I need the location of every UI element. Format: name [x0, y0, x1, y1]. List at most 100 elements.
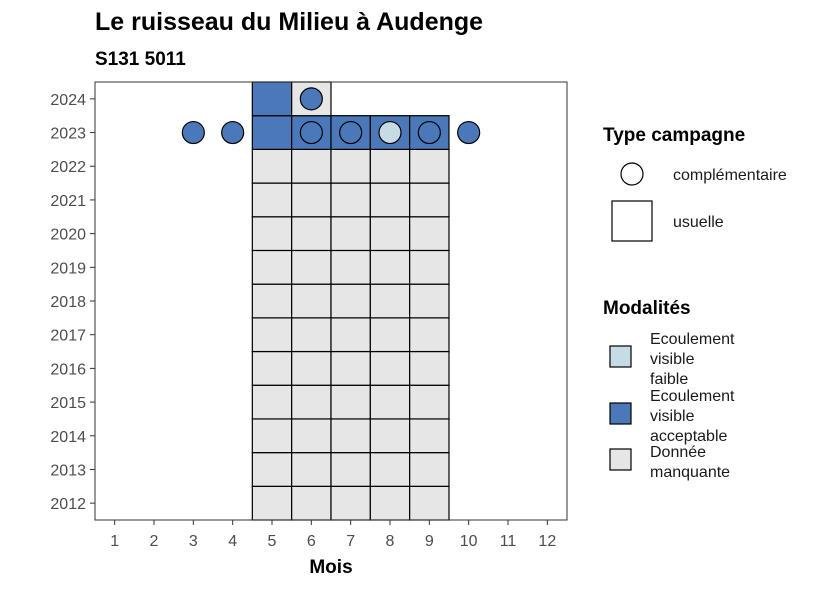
usuelle-cell — [369, 485, 411, 521]
usuelle-cell — [369, 384, 411, 420]
x-tick-label: 1 — [110, 533, 119, 550]
complementaire-point — [181, 120, 205, 145]
legend-label-acceptable: Ecoulement visible acceptable — [650, 388, 735, 445]
y-tick-label: 2015 — [50, 395, 86, 412]
usuelle-cell — [291, 418, 332, 454]
usuelle-cell — [251, 283, 293, 319]
legend-type-campagne: Type campagne complémentaire usuelle — [603, 125, 787, 242]
usuelle-cell — [409, 418, 450, 454]
x-tick-label: 8 — [386, 533, 395, 550]
usuelle-cell — [409, 485, 450, 521]
complementaire-point — [299, 120, 323, 145]
usuelle-cell — [369, 148, 411, 184]
x-tick-label: 5 — [268, 533, 277, 550]
usuelle-cell — [251, 148, 293, 184]
usuelle-cell — [369, 182, 411, 218]
usuelle-cell — [369, 452, 411, 487]
usuelle-cell — [409, 148, 450, 184]
usuelle-cell — [409, 350, 450, 386]
legend-label-usuelle: usuelle — [673, 214, 724, 231]
usuelle-cell — [291, 350, 332, 386]
legend-key-manquante — [609, 448, 632, 471]
usuelle-cell — [369, 317, 411, 353]
usuelle-cell — [291, 283, 332, 319]
y-tick-label: 2013 — [50, 462, 86, 479]
complementaire-point — [378, 120, 402, 145]
usuelle-cell — [369, 418, 411, 454]
usuelle-cell — [369, 283, 411, 319]
x-tick-label: 6 — [307, 533, 316, 550]
y-tick-label: 2021 — [50, 193, 86, 210]
usuelle-cell — [330, 485, 371, 521]
usuelle-cell — [251, 418, 293, 454]
usuelle-cells — [251, 81, 450, 521]
usuelle-cell — [409, 283, 450, 319]
usuelle-cell — [251, 182, 293, 218]
usuelle-cell — [330, 216, 371, 252]
x-tick-label: 2 — [150, 533, 159, 550]
usuelle-cell — [251, 81, 293, 117]
usuelle-cell — [291, 384, 332, 420]
y-tick-label: 2020 — [50, 227, 86, 244]
y-tick-label: 2024 — [50, 92, 86, 109]
usuelle-cell — [251, 384, 293, 420]
legend-square-key — [611, 200, 653, 242]
y-tick-label: 2023 — [50, 126, 86, 143]
legend-type-title: Type campagne — [603, 125, 745, 146]
y-axis: 2012 2013 2014 2015 2016 2017 2018 2019 2020 2021… — [50, 92, 95, 513]
usuelle-cell — [291, 452, 332, 487]
usuelle-cell — [330, 350, 371, 386]
usuelle-cell — [330, 418, 371, 454]
usuelle-cell — [330, 148, 371, 184]
usuelle-cell — [251, 485, 293, 521]
y-tick-label: 2018 — [50, 294, 86, 311]
complementaire-point — [221, 120, 245, 145]
usuelle-cell — [330, 182, 371, 218]
legend-label-manquante: Donnée manquante — [650, 444, 730, 481]
usuelle-cell — [251, 350, 293, 386]
usuelle-cell — [409, 384, 450, 420]
usuelle-cell — [369, 249, 411, 285]
x-tick-label: 7 — [346, 533, 355, 550]
usuelle-cell — [251, 216, 293, 252]
complementaire-points — [181, 87, 481, 145]
x-tick-label: 12 — [538, 533, 556, 550]
usuelle-cell — [251, 115, 293, 150]
x-axis: 1 2 3 4 5 6 7 8 9 10 11 12 — [110, 520, 556, 550]
usuelle-cell — [409, 216, 450, 252]
legend-key-acceptable — [609, 402, 632, 425]
x-tick-label: 3 — [189, 533, 198, 550]
legend-key-faible — [609, 345, 632, 368]
usuelle-cell — [409, 249, 450, 285]
usuelle-cell — [330, 249, 371, 285]
usuelle-cell — [291, 182, 332, 218]
x-tick-label: 9 — [425, 533, 434, 550]
y-tick-label: 2016 — [50, 361, 86, 378]
complementaire-point — [339, 120, 363, 145]
x-tick-label: 10 — [460, 533, 478, 550]
usuelle-cell — [330, 317, 371, 353]
usuelle-cell — [409, 182, 450, 218]
complementaire-point — [299, 87, 323, 111]
y-tick-label: 2022 — [50, 159, 86, 176]
usuelle-cell — [251, 249, 293, 285]
complementaire-point — [417, 120, 441, 145]
x-axis-title: Mois — [309, 557, 352, 578]
usuelle-cell — [291, 216, 332, 252]
usuelle-cell — [291, 485, 332, 521]
usuelle-cell — [330, 452, 371, 487]
usuelle-cell — [251, 452, 293, 487]
y-tick-label: 2017 — [50, 328, 86, 345]
usuelle-cell — [291, 317, 332, 353]
chart-subtitle: S131 5011 — [95, 49, 186, 70]
usuelle-cell — [291, 249, 332, 285]
usuelle-cell — [409, 317, 450, 353]
usuelle-cell — [369, 216, 411, 252]
usuelle-cell — [251, 317, 293, 353]
usuelle-cell — [330, 283, 371, 319]
usuelle-cell — [330, 384, 371, 420]
usuelle-cell — [291, 148, 332, 184]
legend-circle-key — [620, 162, 644, 186]
y-tick-label: 2014 — [50, 429, 86, 446]
